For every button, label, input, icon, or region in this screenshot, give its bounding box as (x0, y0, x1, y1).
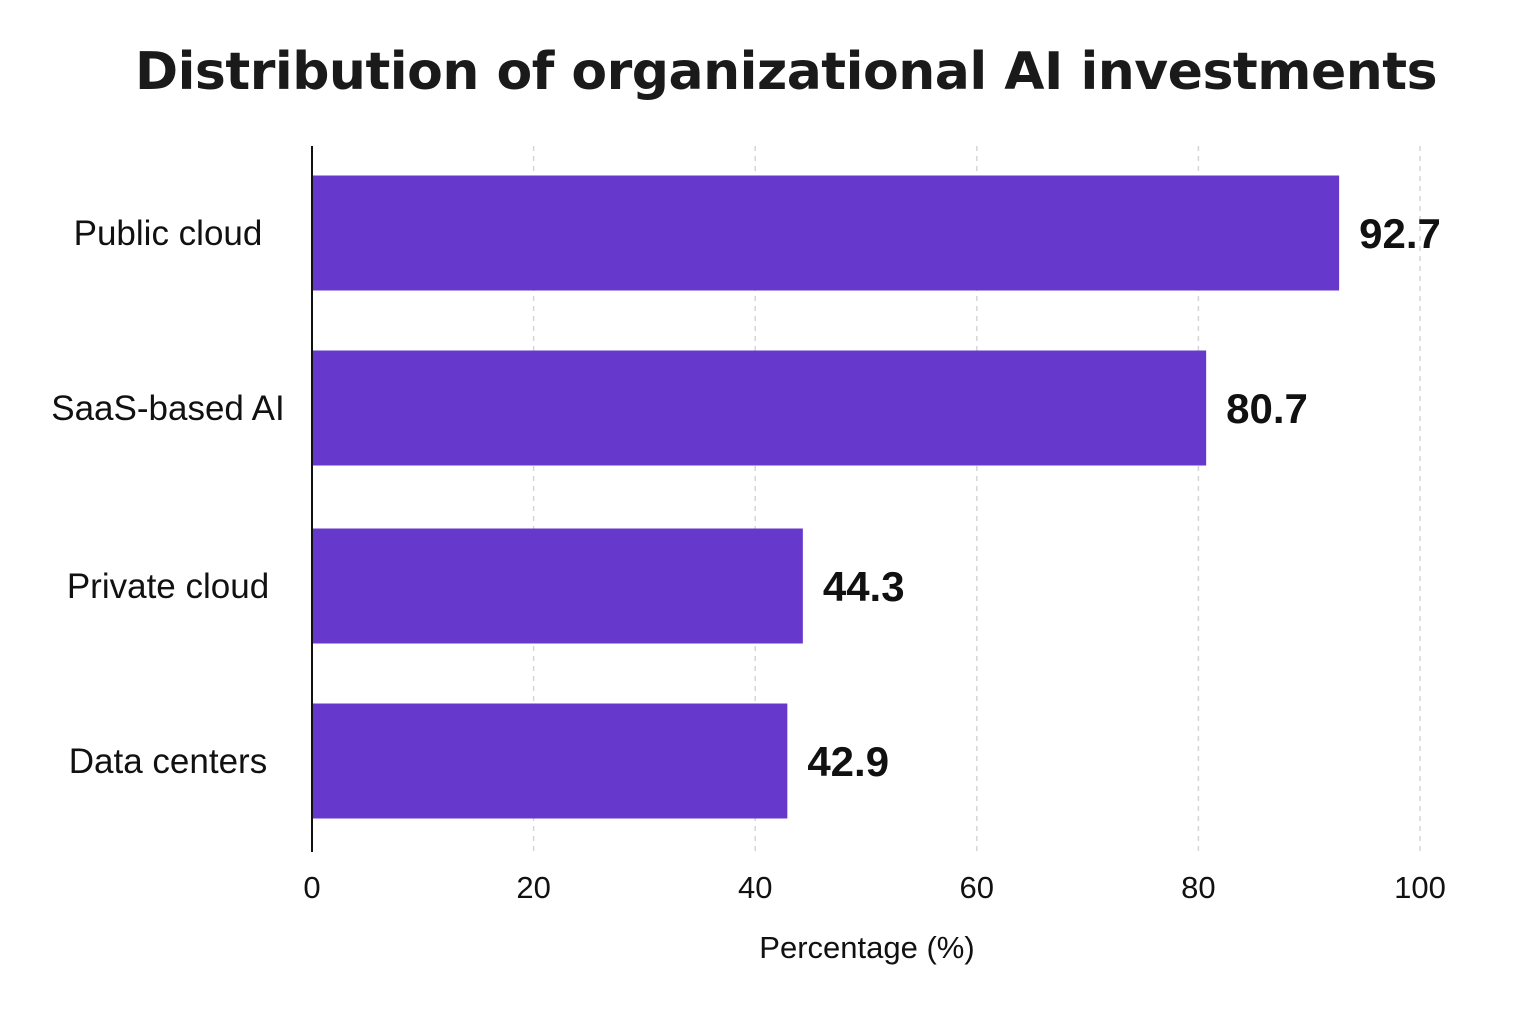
category-label: Private cloud (67, 567, 269, 606)
category-label: Public cloud (74, 214, 263, 253)
x-tick-label: 20 (516, 870, 550, 905)
x-tick-label: 80 (1181, 870, 1215, 905)
data-label: 92.7 (1359, 210, 1441, 257)
bars (312, 175, 1340, 819)
bar (312, 350, 1207, 466)
category-label: SaaS-based AI (51, 389, 285, 428)
x-tick-label: 60 (960, 870, 994, 905)
x-tick-label: 40 (738, 870, 772, 905)
chart-title: Distribution of organizational AI invest… (134, 42, 1438, 102)
bar (312, 175, 1340, 291)
x-tick-label: 0 (303, 870, 320, 905)
bar (312, 703, 788, 819)
category-label: Data centers (69, 742, 267, 781)
x-axis-title: Percentage (%) (759, 930, 974, 965)
data-label: 44.3 (823, 563, 905, 610)
data-label: 42.9 (807, 738, 889, 785)
bar (312, 528, 803, 644)
data-label: 80.7 (1226, 385, 1308, 432)
x-tick-label: 100 (1394, 870, 1446, 905)
labels: 0 20 40 60 80 100 Public cloud 92.7 SaaS-based A… (51, 210, 1446, 965)
gridlines (532, 146, 1421, 852)
